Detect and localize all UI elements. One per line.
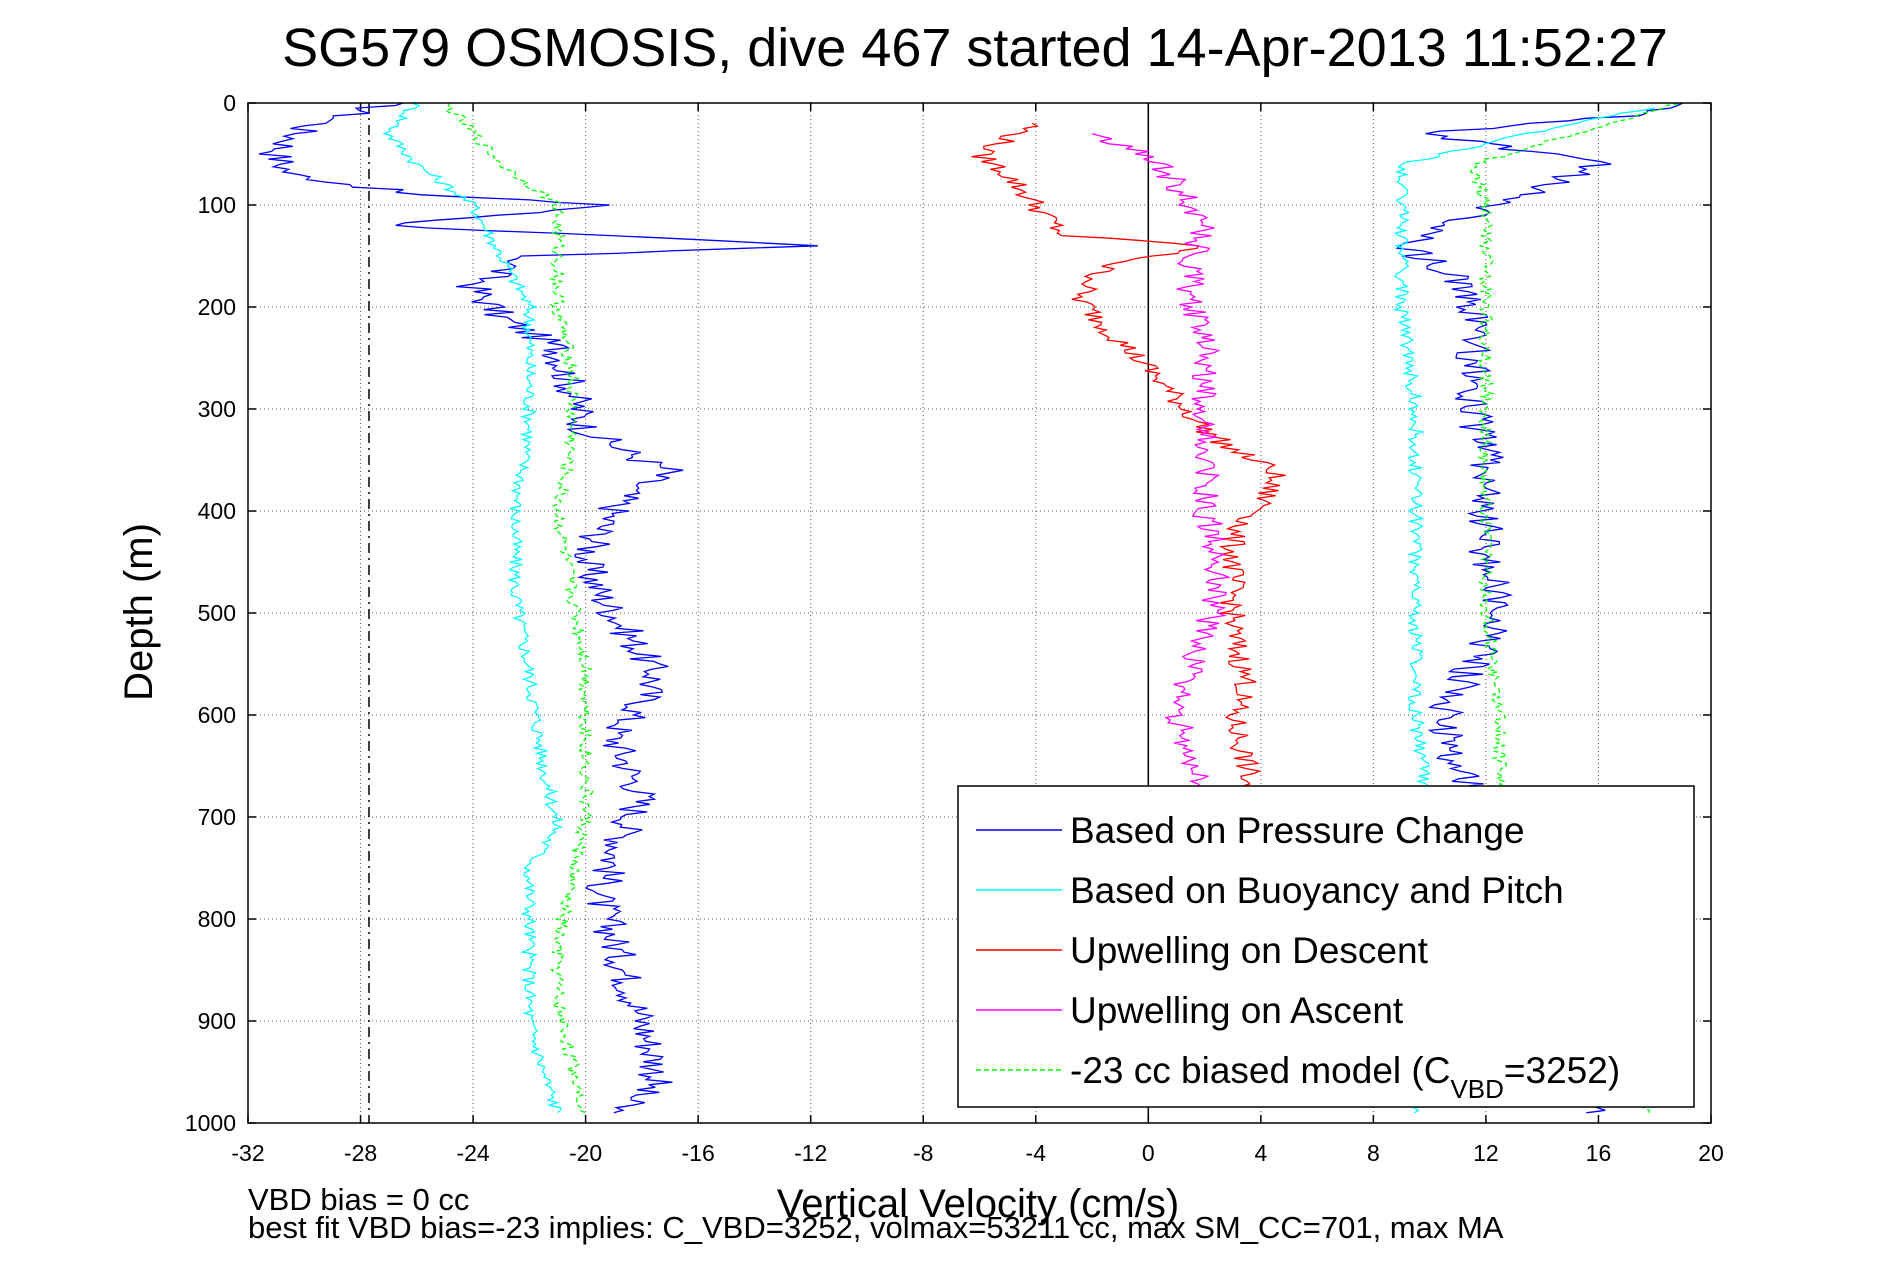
y-tick-label: 200 bbox=[198, 294, 236, 320]
legend-label: Upwelling on Descent bbox=[1070, 930, 1429, 971]
x-tick-label: -8 bbox=[913, 1140, 933, 1166]
x-tick-label: 8 bbox=[1367, 1140, 1380, 1166]
x-tick-label: -12 bbox=[794, 1140, 827, 1166]
series-line-ascent bbox=[1091, 132, 1232, 798]
legend-label: Upwelling on Ascent bbox=[1070, 990, 1404, 1031]
y-tick-label: 700 bbox=[198, 804, 236, 830]
x-tick-label: -16 bbox=[682, 1140, 715, 1166]
series-line-descent bbox=[258, 102, 818, 1114]
y-tick-label: 900 bbox=[198, 1008, 236, 1034]
x-tick-label: -28 bbox=[344, 1140, 377, 1166]
x-tick-label: 0 bbox=[1142, 1140, 1155, 1166]
x-tick-label: 4 bbox=[1254, 1140, 1267, 1166]
best-fit-note: best fit VBD bias=-23 implies: C_VBD=325… bbox=[248, 1210, 1504, 1245]
y-axis-label: Depth (m) bbox=[117, 523, 161, 701]
x-axis-label: Vertical Velocity (cm/s) bbox=[777, 1182, 1179, 1226]
series-line-descent bbox=[382, 102, 565, 1114]
y-tick-label: 300 bbox=[198, 396, 236, 422]
series-line-descent bbox=[444, 102, 594, 1114]
x-tick-label: -32 bbox=[231, 1140, 264, 1166]
y-tick-label: 0 bbox=[223, 90, 236, 116]
legend: Based on Pressure Change Based on Buoyanc… bbox=[957, 785, 1695, 1108]
x-tick-label: -20 bbox=[569, 1140, 602, 1166]
y-tick-label: 400 bbox=[198, 498, 236, 524]
y-tick-label: 600 bbox=[198, 702, 236, 728]
legend-label: Based on Pressure Change bbox=[1070, 810, 1525, 851]
legend-label: -23 cc biased model (CVBD=3252) bbox=[1070, 1050, 1620, 1104]
x-tick-label: 20 bbox=[1698, 1140, 1724, 1166]
x-tick-label: 16 bbox=[1586, 1140, 1612, 1166]
y-tick-label: 500 bbox=[198, 600, 236, 626]
legend-box bbox=[957, 785, 1695, 1108]
vbd-bias-note: VBD bias = 0 cc bbox=[248, 1182, 470, 1217]
x-tick-label: 12 bbox=[1473, 1140, 1499, 1166]
y-tick-label: 800 bbox=[198, 906, 236, 932]
x-tick-label: -24 bbox=[456, 1140, 489, 1166]
y-tick-label: 1000 bbox=[185, 1110, 236, 1136]
legend-label: Based on Buoyancy and Pitch bbox=[1070, 870, 1564, 911]
plot-frame bbox=[247, 102, 1712, 1124]
y-tick-label: 100 bbox=[198, 192, 236, 218]
x-tick-label: -4 bbox=[1026, 1140, 1047, 1166]
chart-title: SG579 OSMOSIS, dive 467 started 14-Apr-2… bbox=[282, 18, 1668, 78]
series-line-descent bbox=[971, 122, 1286, 798]
x-axis-ticks: -32 -28 -24 -20 -16 -12 -8 -4 0 4 8 12 16 20 bbox=[231, 103, 1724, 1166]
